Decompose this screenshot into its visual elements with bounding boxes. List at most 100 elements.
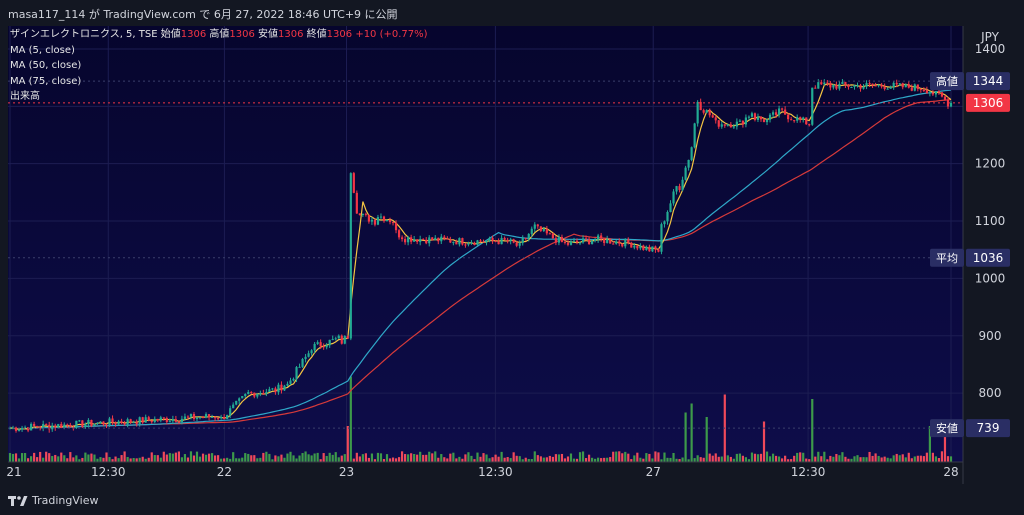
candle: [473, 242, 476, 245]
candle: [322, 346, 325, 348]
volume-bar: [533, 451, 536, 462]
candle: [153, 418, 156, 423]
candle: [17, 429, 21, 431]
candle: [434, 237, 437, 241]
candle: [829, 82, 832, 88]
volume-bar: [871, 455, 874, 462]
volume-bar: [17, 458, 21, 462]
candle: [201, 417, 205, 419]
candle: [699, 101, 702, 111]
candle: [14, 427, 18, 431]
candle: [364, 213, 367, 215]
candle: [129, 419, 132, 423]
candle: [575, 240, 579, 243]
candle: [90, 419, 93, 426]
volume-bar: [669, 457, 672, 462]
candle: [787, 114, 790, 120]
candle: [425, 239, 428, 244]
candle: [452, 241, 455, 243]
candle: [349, 173, 352, 339]
candle: [379, 216, 383, 218]
candle: [262, 393, 265, 395]
volume-bar: [826, 459, 829, 462]
candle: [39, 427, 42, 429]
volume-bar: [476, 452, 479, 462]
volume-bar: [491, 457, 494, 462]
volume-bar: [235, 458, 238, 462]
volume-bar: [732, 458, 735, 462]
candle: [226, 415, 229, 420]
volume-bar: [551, 456, 554, 462]
candle: [117, 421, 120, 425]
volume-bar: [458, 456, 461, 462]
candle: [159, 417, 162, 421]
candle: [832, 84, 835, 88]
x-tick-label: 27: [646, 465, 661, 479]
candle: [563, 241, 567, 243]
candle: [889, 87, 892, 89]
volume-bar: [759, 453, 763, 462]
time-axis[interactable]: [8, 462, 963, 484]
volume-bar: [20, 453, 24, 462]
publish-caption: masa117_114 が TradingView.com で 6月 27, 2…: [8, 8, 398, 21]
candle: [183, 416, 187, 419]
candle: [841, 81, 844, 84]
candle: [361, 213, 364, 216]
volume-bar: [150, 452, 153, 462]
candle: [853, 85, 856, 87]
candle: [904, 84, 907, 88]
candle: [717, 120, 720, 127]
candle: [488, 237, 491, 241]
y-tick-label: 1400: [975, 42, 1006, 56]
volume-bar: [633, 455, 636, 462]
volume-bar: [8, 453, 12, 462]
candle: [756, 116, 760, 120]
volume-bar: [36, 457, 39, 462]
volume-bar: [388, 458, 392, 462]
volume-bar: [295, 458, 298, 462]
volume-bar: [431, 453, 434, 462]
volume-bar: [358, 456, 361, 462]
volume-bar: [895, 453, 898, 462]
candle: [732, 126, 735, 128]
legend-ma5[interactable]: MA (5, close): [10, 44, 75, 56]
candle: [711, 115, 714, 118]
candle: [51, 425, 54, 430]
volume-bar: [663, 452, 666, 462]
volume-bar: [60, 452, 63, 462]
candle: [901, 83, 904, 88]
volume-bar: [397, 457, 401, 462]
symbol-name[interactable]: ザインエレクトロニクス, 5, TSE: [10, 29, 158, 40]
candle: [413, 239, 416, 242]
candle: [781, 108, 784, 110]
volume-bar: [443, 457, 446, 462]
volume-bar: [934, 456, 938, 462]
candle: [708, 110, 711, 116]
candle: [416, 239, 419, 242]
legend-ma50[interactable]: MA (50, close): [10, 60, 82, 71]
volume-bar: [174, 452, 177, 462]
volume-bar: [904, 457, 907, 462]
tradingview-brand[interactable]: TradingView: [8, 494, 98, 507]
volume-bar: [280, 454, 283, 462]
price-tag-box: [966, 248, 1010, 267]
legend-ma75[interactable]: MA (75, close): [10, 75, 82, 87]
volume-bar: [874, 453, 877, 462]
volume-bar: [75, 455, 78, 462]
price-tag-label: 平均: [936, 252, 958, 265]
change-value: +10 (+0.77%): [355, 29, 428, 40]
volume-bar: [681, 457, 684, 462]
candle: [23, 427, 27, 429]
candle: [150, 420, 153, 423]
volume-bar: [446, 458, 449, 462]
volume-bar: [307, 454, 310, 462]
volume-bar: [180, 457, 184, 462]
candle: [491, 237, 494, 241]
volume-bar: [612, 451, 615, 462]
volume-bar: [78, 459, 81, 462]
volume-bar: [39, 451, 42, 462]
candle: [527, 233, 530, 239]
candle: [301, 359, 304, 367]
legend-volume[interactable]: 出来高: [10, 91, 40, 102]
